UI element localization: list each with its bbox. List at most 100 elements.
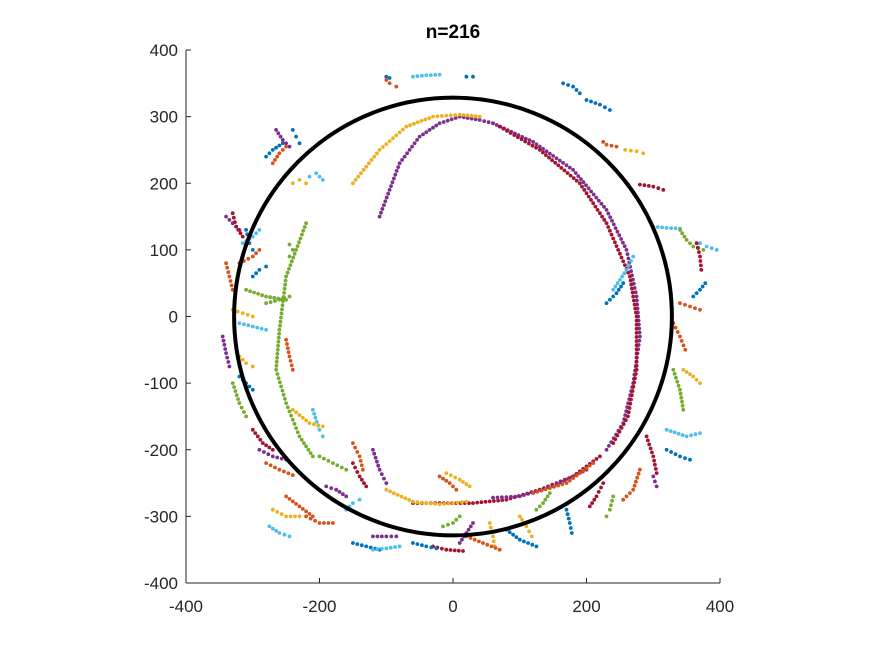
track-point (669, 450, 673, 454)
tracks (220, 72, 719, 553)
track-point (552, 484, 556, 489)
track-point (621, 240, 625, 245)
track-point (466, 527, 471, 532)
x-ticks: -400 -200 0 200 400 (169, 578, 734, 616)
track-point (567, 478, 572, 483)
track-point (579, 177, 583, 182)
track-point (678, 301, 682, 306)
track-point (494, 123, 499, 127)
track-point (280, 141, 285, 146)
track-point (491, 121, 495, 126)
y-tick-label: 300 (150, 108, 178, 127)
track-point (277, 531, 282, 535)
track-point (669, 226, 673, 231)
track-point (634, 314, 639, 319)
track-point (604, 221, 609, 226)
track-point (384, 534, 389, 539)
track-point (629, 282, 634, 287)
track-point (454, 487, 459, 492)
track-point (257, 228, 262, 232)
track-point (447, 481, 452, 485)
track-point (277, 467, 282, 472)
track-point (293, 514, 297, 519)
track-point (699, 263, 703, 268)
track-point (631, 487, 636, 492)
track-point (359, 171, 363, 176)
track-point (493, 546, 498, 550)
track-point (615, 281, 620, 286)
track-point (255, 325, 260, 330)
track-point (397, 130, 402, 135)
track-point (524, 524, 529, 529)
track-point (294, 248, 298, 252)
track-point (564, 481, 569, 485)
track-point (278, 319, 283, 324)
track-point (565, 512, 570, 517)
track-point (660, 225, 664, 230)
track-point (236, 397, 241, 401)
track-point (492, 499, 496, 503)
track-point (634, 335, 639, 339)
track-point (284, 401, 288, 405)
track-point (279, 512, 284, 517)
track-point (534, 142, 539, 147)
track-point (220, 334, 225, 339)
track-point (274, 528, 278, 533)
track-point (411, 74, 415, 79)
track-point (689, 433, 693, 438)
track-point (268, 300, 273, 304)
track-point (621, 422, 626, 426)
y-tick-label: 400 (150, 41, 178, 60)
track-point (297, 141, 302, 146)
track-point (276, 339, 281, 344)
track-point (678, 454, 682, 459)
track-point (280, 307, 284, 312)
track-point (371, 534, 375, 539)
track-point (379, 210, 383, 215)
track-point (634, 479, 638, 484)
track-point (421, 132, 425, 137)
track-point (516, 135, 520, 140)
track-point (236, 228, 241, 232)
track-point (613, 437, 618, 442)
track-point (594, 494, 599, 499)
track-point (584, 98, 589, 102)
track-point (606, 225, 611, 229)
track-point (628, 278, 633, 283)
track-point (504, 495, 509, 499)
track-point (626, 410, 631, 415)
track-point (404, 124, 409, 129)
track-point (300, 232, 304, 237)
track-point (280, 138, 285, 142)
track-point (688, 372, 692, 377)
track-point (514, 535, 519, 540)
track-point (571, 84, 575, 89)
track-point (634, 310, 638, 315)
track-point (375, 151, 379, 156)
track-point (653, 467, 658, 471)
track-point (448, 113, 453, 118)
track-point (412, 141, 417, 146)
track-point (313, 518, 317, 523)
track-point (415, 542, 420, 546)
track-point (240, 241, 245, 246)
track-point (242, 410, 246, 414)
track-point (355, 542, 360, 546)
track-point (240, 357, 245, 362)
track-point (250, 234, 255, 239)
track-point (304, 418, 308, 423)
track-point (564, 507, 569, 512)
track-point (455, 500, 460, 505)
track-point (517, 537, 522, 542)
track-point (301, 228, 306, 233)
track-point (264, 264, 268, 269)
track-point (224, 261, 229, 266)
track-point (364, 544, 369, 549)
track-point (564, 163, 569, 168)
track-point (364, 484, 369, 489)
track-point (571, 176, 576, 181)
track-point (260, 441, 265, 445)
track-point (403, 496, 408, 501)
track-point (595, 208, 600, 212)
